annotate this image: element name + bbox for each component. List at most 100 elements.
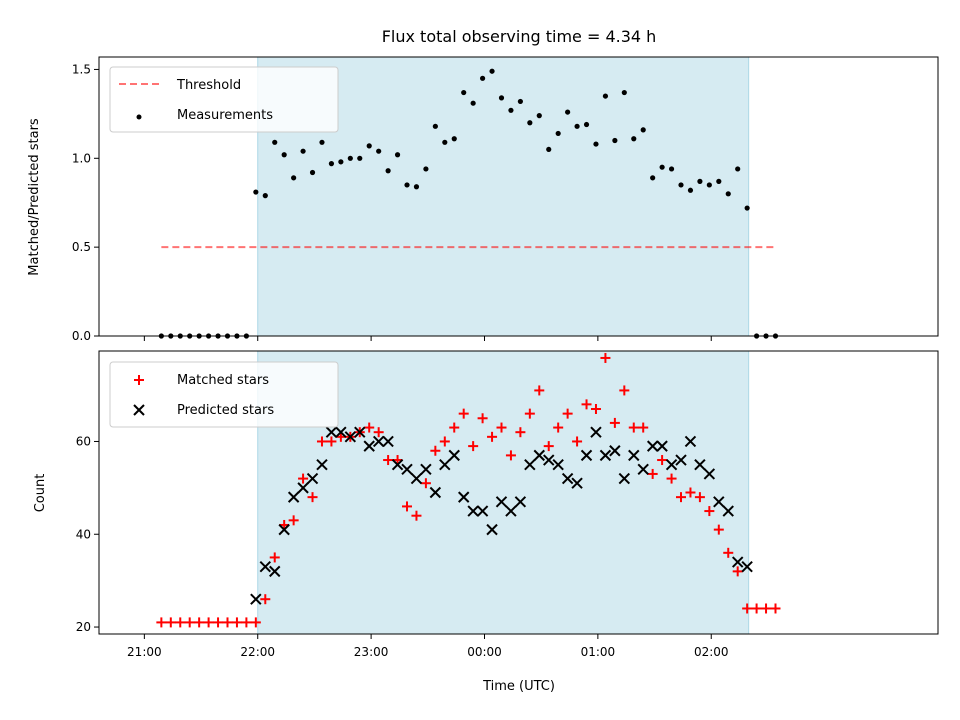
matched-star-point: [515, 427, 526, 438]
measurement-point: [432, 123, 438, 129]
measurement-point: [394, 152, 401, 158]
threshold-legend-label: Threshold: [176, 78, 241, 93]
measurement-point: [744, 205, 750, 211]
measurement-point: [555, 130, 561, 137]
matched-star-point: [666, 473, 677, 484]
measurement-point: [328, 161, 335, 167]
matched-star-point: [250, 617, 261, 628]
measurement-point: [357, 155, 363, 161]
matched-star-point: [590, 403, 601, 414]
y-tick-label: 60: [76, 434, 91, 448]
measurement-point: [413, 184, 420, 190]
predicted-star-point: [514, 496, 527, 508]
predicted-star-point: [741, 561, 753, 573]
predicted-star-point: [656, 440, 668, 452]
matched-star-point: [694, 492, 705, 503]
predicted-star-point: [372, 435, 385, 448]
matched-star-point: [657, 455, 668, 466]
matched-star-point: [165, 617, 176, 628]
ratio-axes: 0.0 0.5 1.0 1.5: [72, 62, 712, 343]
matched-star-point: [609, 417, 620, 428]
matched-star-point: [288, 515, 299, 526]
y-tick-label: 1.0: [72, 151, 91, 165]
measurement-point: [725, 191, 731, 197]
matched-star-point: [411, 510, 422, 521]
predicted-star-point: [297, 482, 309, 494]
matched-star-point: [307, 492, 318, 503]
count-y-axis-label: Count: [33, 474, 48, 513]
measurement-point: [385, 168, 391, 174]
predicted-star-point: [354, 426, 366, 438]
measurement-point: [291, 175, 297, 181]
measurement-point: [319, 139, 325, 145]
y-tick-label: 40: [76, 527, 91, 541]
matched-star-point: [534, 385, 545, 396]
predicted-star-point: [533, 449, 545, 462]
matched-star-point: [685, 487, 696, 498]
predicted-star-point: [495, 496, 508, 508]
predicted-star-point: [401, 463, 413, 476]
measurement-point: [508, 107, 514, 113]
matched-star-point: [449, 422, 460, 433]
measurement-point: [470, 100, 476, 106]
measurement-point: [659, 164, 665, 170]
measurement-point: [479, 75, 486, 81]
matched-star-point: [723, 547, 734, 558]
predicted-star-point: [722, 505, 734, 517]
predicted-star-point: [561, 472, 574, 485]
predicted-star-point: [391, 458, 404, 471]
matched-star-point: [373, 427, 384, 438]
measurement-point: [621, 89, 627, 96]
predicted-star-point: [675, 454, 687, 466]
measurement-point: [735, 166, 741, 172]
matched-star-point: [628, 422, 639, 433]
predicted-star-point: [618, 472, 631, 485]
measurement-point: [498, 95, 505, 101]
matched-star-point: [704, 506, 715, 517]
matched-star-point: [638, 422, 649, 433]
measurement-point: [612, 137, 618, 144]
predicted-star-point: [287, 491, 300, 503]
matched-star-point: [553, 422, 564, 433]
measurement-point: [602, 93, 609, 99]
matched-star-point: [619, 385, 630, 396]
predicted-star-point: [628, 449, 640, 462]
measurement-point: [253, 189, 259, 195]
predicted-star-point: [543, 454, 555, 466]
x-tick-label: 22:00: [240, 645, 275, 659]
x-tick-label: 23:00: [354, 645, 389, 659]
measurements-legend-label: Measurements: [177, 108, 273, 123]
predicted-star-point: [694, 458, 706, 471]
predicted-star-point: [382, 435, 394, 448]
matched-star-point: [600, 352, 611, 363]
predicted-legend-label: Predicted stars: [177, 403, 274, 418]
measurement-point: [347, 155, 353, 161]
measurement-point: [631, 136, 637, 142]
predicted-star-point: [278, 523, 290, 536]
measurement-point: [281, 152, 287, 158]
matched-legend-swatch: [134, 375, 144, 385]
observing-span: [257, 56, 750, 337]
matched-star-point: [184, 617, 195, 628]
matched-star-point: [364, 422, 375, 433]
matched-star-point: [316, 436, 327, 447]
measurement-point: [565, 109, 571, 115]
matched-star-point: [439, 436, 450, 447]
measurement-point: [517, 98, 523, 105]
matched-star-point: [487, 431, 498, 442]
matched-star-point: [231, 617, 242, 628]
predicted-legend-swatch: [133, 404, 145, 416]
predicted-star-point: [306, 472, 319, 485]
predicted-star-point: [429, 486, 442, 499]
matched-star-point: [732, 566, 743, 577]
matched-star-point: [326, 436, 337, 447]
matched-star-point: [430, 445, 441, 456]
predicted-star-point: [637, 463, 649, 476]
predicted-star-point: [713, 496, 725, 508]
predicted-star-point: [505, 505, 517, 517]
predicted-star-point: [599, 449, 612, 462]
measurement-point: [593, 141, 599, 147]
measurement-point: [404, 182, 410, 188]
matched-legend-label: Matched stars: [177, 373, 269, 388]
matched-star-point: [402, 501, 413, 512]
